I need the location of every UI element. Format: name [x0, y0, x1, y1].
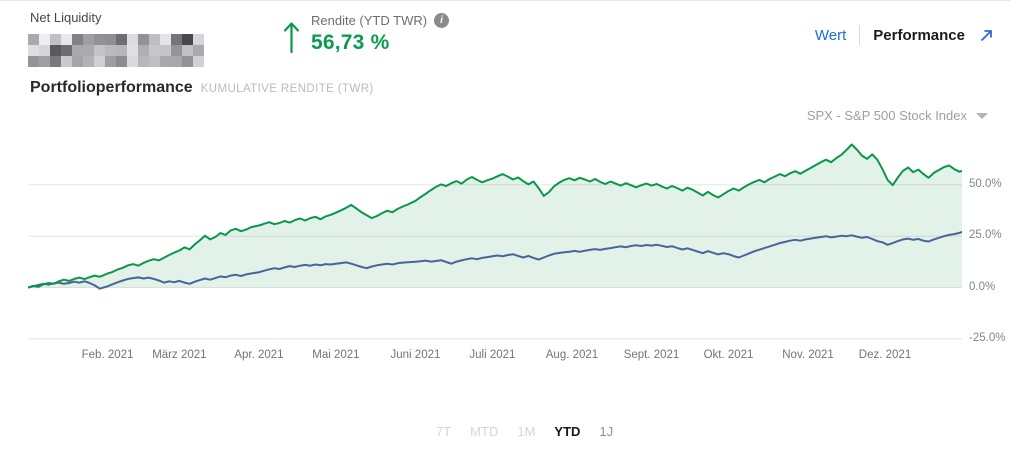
x-axis-label: Dez. 2021 — [858, 349, 912, 361]
redacted-pixel — [160, 45, 171, 56]
redacted-pixel — [182, 45, 193, 56]
redacted-pixel — [182, 56, 193, 67]
x-axis-label: Juni 2021 — [390, 349, 441, 361]
x-axis-label: Juli 2021 — [469, 349, 516, 361]
wert-tab[interactable]: Wert — [814, 26, 847, 44]
redacted-pixel — [149, 56, 160, 67]
redacted-pixel — [105, 45, 116, 56]
x-axis-label: Aug. 2021 — [545, 349, 599, 361]
range-button-mtd: MTD — [470, 424, 499, 439]
redacted-pixel — [72, 34, 83, 45]
redacted-pixel — [94, 34, 105, 45]
redacted-pixel — [138, 45, 149, 56]
range-button-7t: 7T — [436, 424, 452, 439]
redacted-pixel — [83, 45, 94, 56]
range-button-1m: 1M — [517, 424, 536, 439]
portfolio-line — [28, 143, 962, 289]
redacted-pixel — [72, 56, 83, 67]
y-axis-label: -25.0% — [969, 331, 1006, 344]
redacted-pixel — [28, 45, 39, 56]
redacted-pixel — [28, 56, 39, 67]
x-axis-label: Mai 2021 — [312, 349, 360, 361]
redacted-pixel — [182, 34, 193, 45]
redacted-pixel — [72, 45, 83, 56]
redacted-pixel — [116, 45, 127, 56]
chevron-down-icon — [976, 112, 988, 119]
redacted-pixel — [193, 56, 204, 67]
performance-chart[interactable] — [28, 139, 962, 346]
performance-tab[interactable]: Performance — [873, 26, 965, 44]
redacted-pixel — [149, 45, 160, 56]
redacted-pixel — [39, 34, 50, 45]
y-axis-label: 50.0% — [969, 177, 1002, 190]
range-button-ytd[interactable]: YTD — [554, 424, 581, 439]
rendite-label: Rendite (YTD TWR) — [311, 13, 428, 28]
redacted-pixel — [94, 45, 105, 56]
redacted-pixel — [61, 56, 72, 67]
redacted-pixel — [127, 34, 138, 45]
redacted-pixel — [83, 56, 94, 67]
view-toggle: Wert Performance — [815, 25, 995, 45]
info-icon[interactable]: i — [434, 13, 450, 28]
redacted-pixel — [94, 56, 105, 67]
net-liquidity-label: Net Liquidity — [30, 10, 102, 25]
y-axis-label: 25.0% — [969, 229, 1002, 242]
x-axis-label: Apr. 2021 — [234, 349, 284, 361]
redacted-pixel — [160, 34, 171, 45]
x-axis-label: Sept. 2021 — [623, 349, 680, 361]
x-axis-label: März 2021 — [152, 349, 207, 361]
y-axis-label: 0.0% — [969, 280, 996, 293]
benchmark-dropdown[interactable]: SPX - S&P 500 Stock Index — [807, 108, 988, 123]
redacted-pixel — [193, 34, 204, 45]
redacted-pixel — [39, 45, 50, 56]
redacted-pixel — [83, 34, 94, 45]
redacted-pixel — [171, 34, 182, 45]
x-axis-label: Feb. 2021 — [81, 349, 134, 361]
range-selector: 7T MTD 1M YTD 1J — [436, 424, 613, 439]
redacted-pixel — [149, 34, 160, 45]
redacted-pixel — [105, 34, 116, 45]
redacted-pixel — [138, 56, 149, 67]
redacted-pixel — [127, 56, 138, 67]
redacted-pixel — [61, 45, 72, 56]
portfolio-area-fill — [28, 144, 962, 288]
redacted-pixel — [50, 34, 61, 45]
rendite-value: 56,73 % — [311, 31, 390, 54]
redacted-pixel — [193, 45, 204, 56]
redacted-pixel — [105, 56, 116, 67]
redacted-pixel — [171, 56, 182, 67]
net-liquidity-value-redacted — [28, 34, 204, 67]
redacted-pixel — [116, 56, 127, 67]
redacted-pixel — [127, 45, 138, 56]
redacted-pixel — [160, 56, 171, 67]
x-axis-label: Okt. 2021 — [703, 349, 754, 361]
redacted-pixel — [39, 56, 50, 67]
redacted-pixel — [50, 45, 61, 56]
redacted-pixel — [138, 34, 149, 45]
redacted-pixel — [116, 34, 127, 45]
x-axis-label: Nov. 2021 — [782, 349, 834, 361]
toggle-divider — [859, 25, 861, 45]
benchmark-selected-value: SPX - S&P 500 Stock Index — [806, 108, 967, 123]
benchmark-line — [28, 231, 962, 290]
redacted-pixel — [28, 34, 39, 45]
redacted-pixel — [50, 56, 61, 67]
range-button-1j[interactable]: 1J — [599, 424, 614, 439]
up-arrow-icon — [283, 21, 300, 58]
redacted-pixel — [61, 34, 72, 45]
page-title: Portfolioperformance — [30, 79, 193, 96]
page-subtitle: KUMULATIVE RENDITE (TWR) — [200, 83, 374, 95]
expand-arrow-icon[interactable] — [978, 27, 995, 44]
redacted-pixel — [171, 45, 182, 56]
